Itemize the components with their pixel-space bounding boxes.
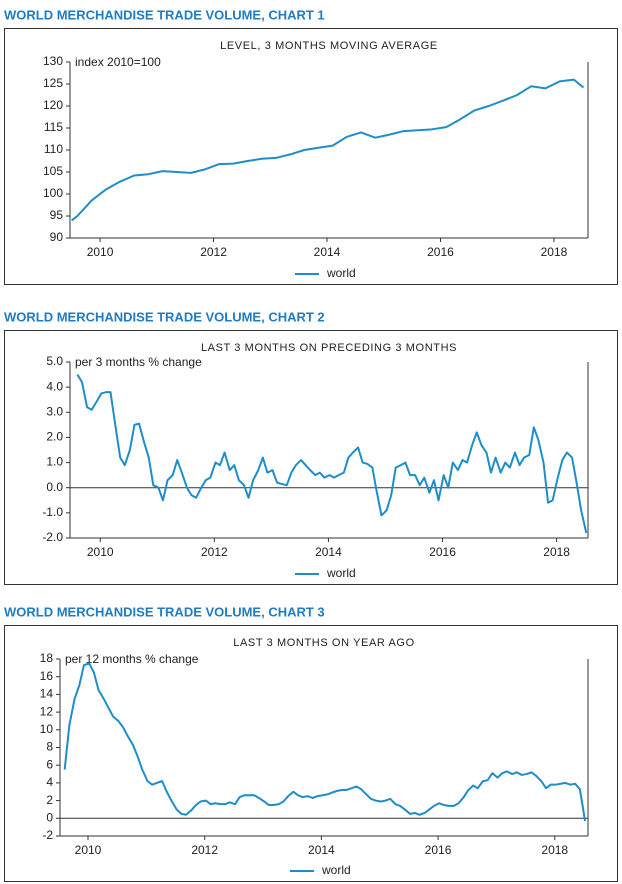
y-tick-label: 115 — [44, 120, 63, 134]
chart-frame — [4, 28, 618, 285]
y-tick-label: 5.0 — [46, 354, 63, 368]
x-tick-label: 2018 — [543, 545, 570, 559]
y-tick-label: 4 — [46, 775, 53, 789]
x-tick-label: 2014 — [315, 545, 342, 559]
y-tick-label: 1.0 — [46, 455, 63, 469]
x-tick-label: 2018 — [541, 245, 568, 259]
y-tick-label: 120 — [43, 98, 63, 112]
chart-subtitle: LEVEL, 3 MONTHS MOVING AVERAGE — [220, 40, 438, 52]
chart-heading: WORLD MERCHANDISE TRADE VOLUME, CHART 1 — [4, 7, 325, 22]
y-tick-label: 4.0 — [46, 379, 63, 393]
y-tick-label: 125 — [43, 76, 63, 90]
y-tick-label: 8 — [46, 740, 53, 754]
series-line — [71, 78, 585, 222]
y-axis-label: per 3 months % change — [75, 355, 202, 369]
y-tick-label: 16 — [40, 669, 54, 683]
x-tick-label: 2010 — [75, 843, 102, 857]
legend-label: world — [326, 566, 356, 580]
series-line — [76, 374, 588, 534]
y-tick-label: 3.0 — [46, 404, 63, 418]
x-tick-label: 2010 — [87, 245, 114, 259]
y-tick-label: 14 — [40, 687, 54, 701]
y-tick-label: 90 — [50, 230, 64, 244]
x-tick-label: 2012 — [200, 245, 227, 259]
x-tick-label: 2012 — [201, 545, 228, 559]
y-tick-label: 110 — [44, 142, 63, 156]
y-tick-label: -1.0 — [42, 505, 63, 519]
y-tick-label: 10 — [40, 722, 54, 736]
chart-frame — [4, 330, 618, 585]
x-tick-label: 2016 — [429, 545, 456, 559]
y-tick-label: 2.0 — [46, 430, 63, 444]
legend-label: world — [326, 266, 356, 280]
chart-heading: WORLD MERCHANDISE TRADE VOLUME, CHART 2 — [4, 309, 325, 324]
y-tick-label: 0.0 — [46, 480, 63, 494]
chart-frame — [4, 625, 618, 882]
y-tick-label: 105 — [43, 164, 63, 178]
y-tick-label: 12 — [40, 704, 54, 718]
chart-heading: WORLD MERCHANDISE TRADE VOLUME, CHART 3 — [4, 604, 325, 619]
y-tick-label: 0 — [46, 810, 53, 824]
y-tick-label: 18 — [40, 651, 54, 665]
x-tick-label: 2018 — [541, 843, 568, 857]
chart-subtitle: LAST 3 MONTHS ON PRECEDING 3 MONTHS — [201, 342, 457, 354]
x-tick-label: 2012 — [191, 843, 218, 857]
x-tick-label: 2016 — [425, 843, 452, 857]
chart-subtitle: LAST 3 MONTHS ON YEAR AGO — [233, 637, 414, 649]
x-tick-label: 2014 — [314, 245, 341, 259]
y-tick-label: 95 — [50, 208, 64, 222]
y-tick-label: -2.0 — [42, 530, 63, 544]
y-tick-label: 130 — [43, 54, 63, 68]
x-tick-label: 2014 — [308, 843, 335, 857]
legend-label: world — [321, 863, 351, 877]
y-tick-label: 6 — [46, 757, 53, 771]
y-tick-label: 100 — [43, 186, 63, 200]
y-axis-label: per 12 months % change — [65, 652, 199, 666]
y-tick-label: 2 — [46, 793, 53, 807]
series-line — [63, 662, 587, 822]
y-tick-label: -2 — [42, 828, 53, 842]
x-tick-label: 2016 — [427, 245, 454, 259]
x-tick-label: 2010 — [87, 545, 114, 559]
y-axis-label: index 2010=100 — [75, 55, 161, 69]
